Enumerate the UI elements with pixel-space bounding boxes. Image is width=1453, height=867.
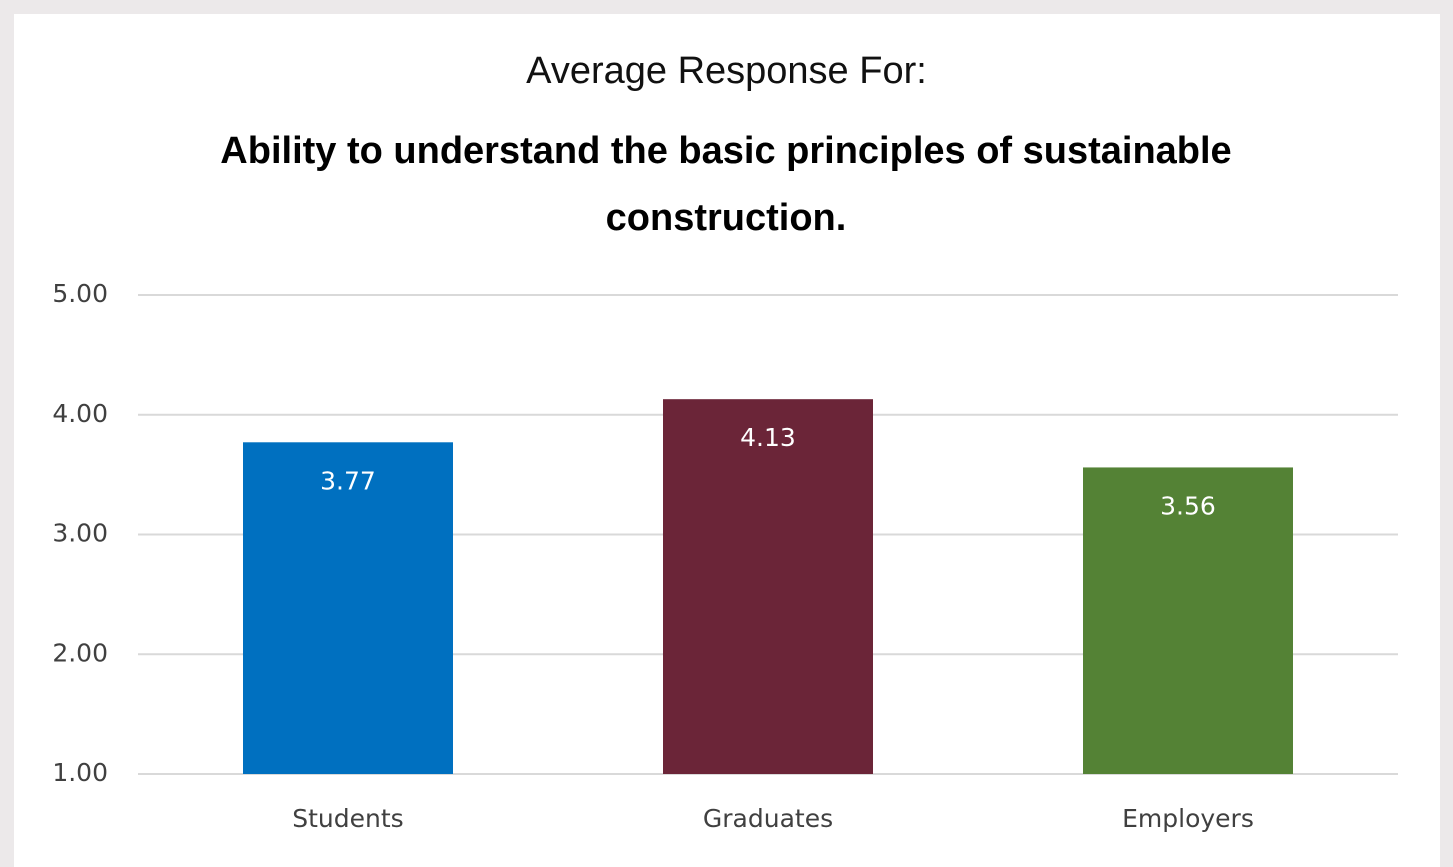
y-tick-label: 5.00 xyxy=(52,279,108,308)
y-tick-label: 3.00 xyxy=(52,519,108,548)
chart-subtitle: Ability to understand the basic principl… xyxy=(220,130,1232,239)
x-tick-label: Graduates xyxy=(703,804,833,833)
bar xyxy=(1083,467,1293,774)
data-label: 3.56 xyxy=(1160,491,1216,520)
data-label: 4.13 xyxy=(740,423,796,452)
chart-title: Average Response For: xyxy=(526,50,927,92)
bar xyxy=(663,399,873,774)
y-tick-label: 2.00 xyxy=(52,638,108,667)
data-label: 3.77 xyxy=(320,466,376,495)
y-tick-label: 4.00 xyxy=(52,399,108,428)
bar xyxy=(243,442,453,774)
x-tick-label: Employers xyxy=(1122,804,1254,833)
y-tick-label: 1.00 xyxy=(52,758,108,787)
x-tick-label: Students xyxy=(292,804,403,833)
